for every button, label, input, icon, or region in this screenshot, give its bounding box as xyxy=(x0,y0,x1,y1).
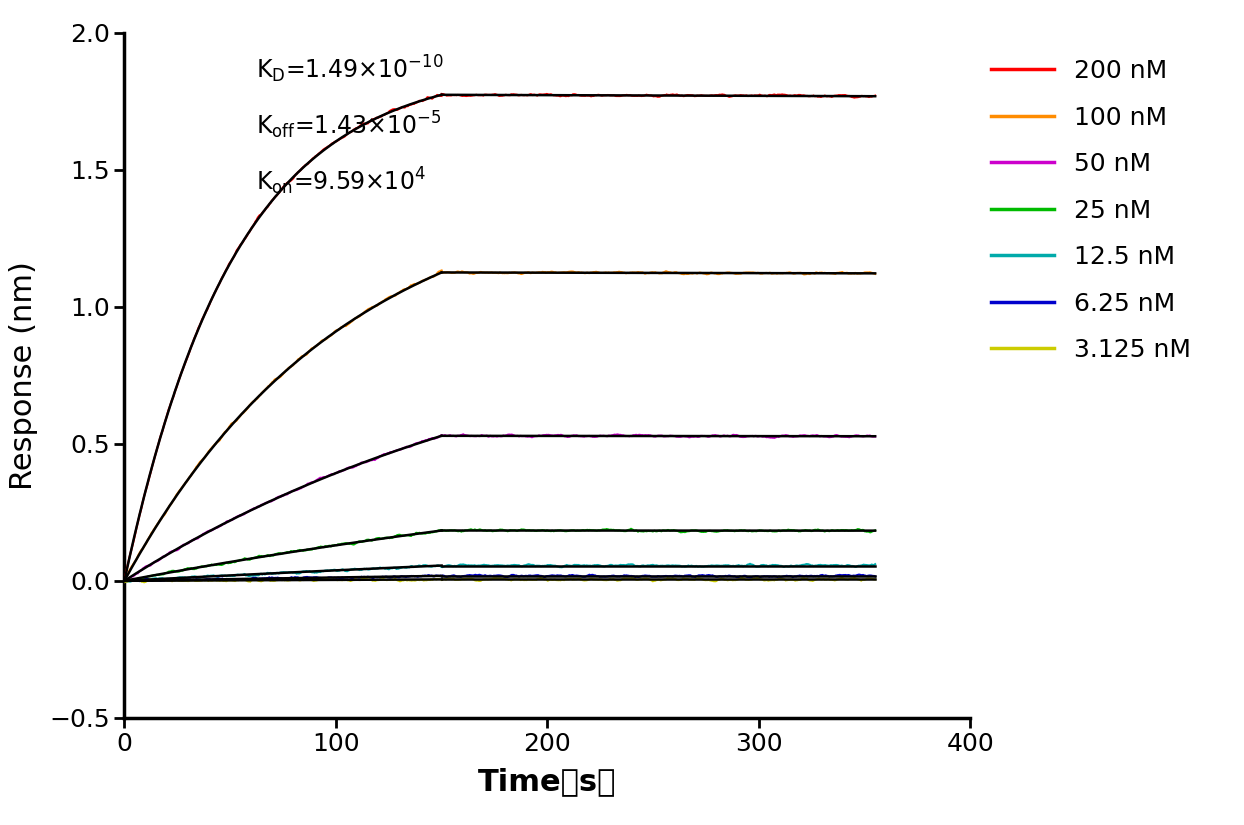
X-axis label: Time（s）: Time（s） xyxy=(478,767,617,796)
Legend: 200 nM, 100 nM, 50 nM, 25 nM, 12.5 nM, 6.25 nM, 3.125 nM: 200 nM, 100 nM, 50 nM, 25 nM, 12.5 nM, 6… xyxy=(991,59,1191,362)
Y-axis label: Response (nm): Response (nm) xyxy=(9,261,39,490)
Text: $\mathrm{K_D}$=1.49×10$^{-10}$
$\mathrm{K_{off}}$=1.43×10$^{-5}$
$\mathrm{K_{on}: $\mathrm{K_D}$=1.49×10$^{-10}$ $\mathrm{… xyxy=(255,54,443,197)
